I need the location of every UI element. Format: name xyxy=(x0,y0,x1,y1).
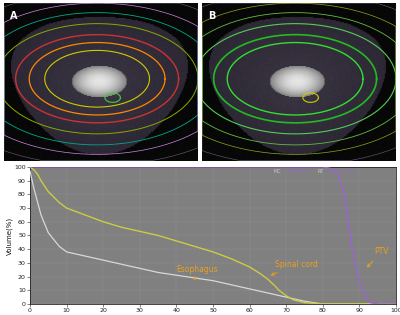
Text: MC: MC xyxy=(273,169,281,174)
Text: Esophagus: Esophagus xyxy=(176,265,218,280)
Text: Spinal cord: Spinal cord xyxy=(272,260,318,275)
Text: A: A xyxy=(10,11,17,21)
Text: PTV: PTV xyxy=(368,247,388,267)
Y-axis label: Volume(%): Volume(%) xyxy=(6,216,13,255)
Text: RT: RT xyxy=(317,169,323,174)
Text: B: B xyxy=(208,11,215,21)
